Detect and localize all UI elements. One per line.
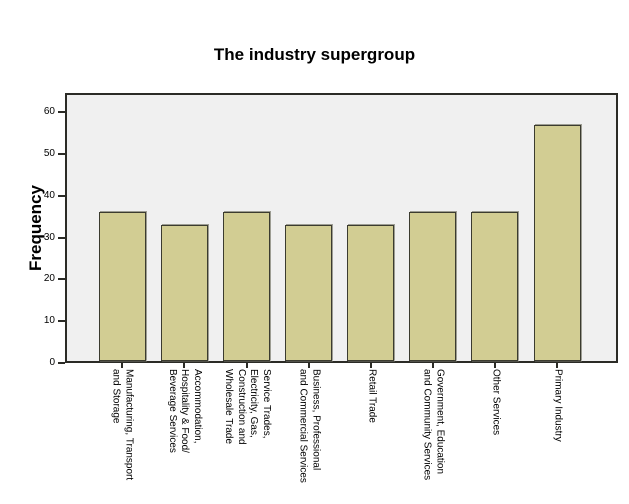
x-tick-label-line: Hospitality & Food/	[179, 369, 191, 453]
x-tick-label: Primary Industry	[551, 369, 564, 442]
y-tick	[58, 278, 65, 281]
x-tick	[369, 362, 372, 368]
x-tick-label: Accommodation, Hospitality & Food/Beverag…	[166, 369, 204, 453]
bar	[160, 224, 208, 361]
x-tick-label-line: Business, Professional	[310, 369, 322, 471]
y-tick-label: 20	[43, 273, 55, 285]
x-tick-label: Manufacturing, Transport and Storage	[110, 369, 135, 480]
x-tick-label-line: Accommodation,	[192, 369, 204, 444]
x-tick-label-line: Wholesale Trade	[223, 369, 234, 445]
chart-title: The industry supergroup	[213, 45, 416, 64]
y-tick-label: 50	[43, 147, 55, 159]
x-tick-label-line: Manufacturing, Transport	[123, 369, 135, 481]
x-tick-label-line: Other Services	[490, 369, 502, 436]
y-tick-label: 40	[43, 189, 55, 201]
bar	[347, 224, 395, 361]
x-tick	[556, 362, 558, 368]
y-tick	[58, 236, 65, 239]
bar	[223, 212, 270, 361]
x-tick	[121, 362, 124, 368]
x-tick-label: Government, Education and Community Servi…	[420, 369, 446, 481]
x-tick-label: Service Trades, Electricity, Gas, Construc…	[222, 369, 272, 445]
y-tick	[58, 111, 65, 113]
x-tick-label-line: and Storage	[111, 369, 123, 424]
x-tick-label-line: Government, Education	[434, 369, 446, 475]
x-tick-label-line: Electricity, Gas,	[248, 369, 259, 438]
y-tick	[58, 320, 65, 323]
x-tick	[493, 362, 496, 368]
bar	[409, 212, 457, 361]
y-tick-label: 30	[43, 231, 55, 243]
x-tick-label-line: Primary Industry	[552, 369, 564, 442]
x-tick-label: Retail Trade	[364, 369, 377, 423]
y-tick-label: 0	[49, 357, 55, 368]
x-tick-label-line: Construction and	[235, 369, 247, 445]
x-tick-label-line: Retail Trade	[365, 369, 377, 423]
plot-area	[65, 93, 618, 363]
x-tick-label: Other Services	[489, 369, 502, 436]
y-tick	[58, 194, 65, 197]
x-tick	[431, 362, 434, 368]
bar	[285, 224, 333, 361]
x-tick-label-line: and Community Services	[421, 369, 433, 481]
x-tick-label-line: and Commercial Services	[297, 369, 309, 483]
y-tick-label: 60	[43, 106, 55, 117]
bar	[471, 212, 519, 361]
y-tick-label: 10	[43, 315, 55, 327]
x-tick-label: Business, Professional and Commercial Ser…	[296, 369, 322, 483]
y-tick	[58, 152, 65, 155]
x-tick-label-line: Service Trades,	[260, 369, 272, 439]
y-tick	[58, 362, 65, 364]
bar	[533, 124, 581, 361]
x-tick	[245, 362, 248, 368]
x-tick	[183, 362, 186, 368]
bar	[98, 212, 146, 361]
x-tick-label-line: Beverage Services	[167, 369, 179, 453]
x-tick	[307, 362, 310, 368]
